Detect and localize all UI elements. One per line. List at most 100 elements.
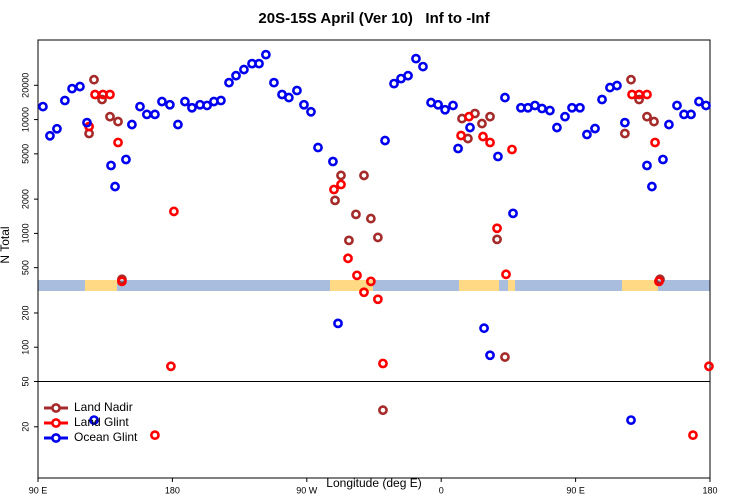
point [359, 287, 369, 298]
point [333, 318, 343, 329]
point [254, 58, 264, 69]
y-axis-label: N Total [0, 226, 12, 263]
point [485, 111, 495, 122]
land-strip [508, 280, 515, 291]
point [106, 160, 116, 171]
point [224, 77, 234, 88]
legend-marker [51, 433, 61, 443]
point [52, 123, 62, 134]
point [365, 213, 376, 224]
point [113, 116, 123, 127]
point [344, 235, 354, 246]
x-tick-label: 180 [702, 485, 717, 495]
point [121, 154, 131, 165]
point [500, 352, 510, 362]
point [626, 415, 636, 426]
point [634, 94, 644, 105]
point [75, 81, 85, 92]
point [500, 92, 510, 103]
point [67, 83, 77, 94]
point [492, 223, 502, 234]
point [493, 151, 503, 162]
legend-label: Land Nadir [74, 400, 133, 414]
point [89, 415, 99, 426]
legend-label: Land Glint [74, 415, 129, 429]
point [647, 181, 657, 192]
y-tick-label: 20000 [20, 73, 30, 98]
point [642, 111, 652, 122]
point [433, 99, 443, 110]
point [507, 144, 517, 155]
legend-label: Ocean Glint [74, 430, 138, 444]
point [612, 80, 622, 91]
land-strip [85, 280, 117, 291]
point [135, 101, 145, 112]
point [336, 170, 346, 181]
point [654, 276, 664, 287]
land-mask-strip [38, 280, 710, 291]
point [560, 111, 570, 122]
point [239, 64, 249, 75]
point [590, 123, 600, 134]
point [537, 103, 547, 114]
point [575, 102, 585, 113]
point [372, 232, 383, 243]
point [90, 89, 100, 100]
point [658, 154, 668, 165]
point [545, 105, 555, 116]
point [626, 74, 636, 85]
point [642, 89, 652, 100]
point [59, 95, 70, 106]
point [89, 74, 99, 85]
point [352, 270, 362, 281]
ocean-strip [38, 280, 710, 291]
point [292, 85, 302, 96]
point [664, 119, 674, 130]
point [329, 184, 339, 195]
legend-marker [51, 403, 61, 413]
point [113, 137, 123, 148]
point [313, 142, 323, 153]
point [456, 130, 466, 141]
point [97, 94, 107, 105]
point [650, 137, 660, 148]
point [187, 102, 197, 113]
point [45, 130, 55, 141]
point [704, 361, 714, 372]
point [453, 143, 463, 154]
point [110, 181, 120, 192]
point [127, 119, 137, 130]
y-tick-label: 20 [20, 422, 30, 432]
point [508, 208, 518, 219]
y-tick-label: 200 [20, 305, 30, 320]
x-tick-label: 90 E [566, 485, 585, 495]
land-strip [459, 280, 499, 291]
y-tick-label: 10000 [20, 107, 30, 132]
point [642, 160, 652, 171]
point [105, 89, 115, 100]
x-tick-label: 90 E [29, 485, 48, 495]
point [216, 95, 226, 106]
point [701, 100, 711, 111]
point [619, 117, 630, 128]
land-strip [330, 280, 373, 291]
land-strip [622, 280, 658, 291]
x-tick-label: 180 [165, 485, 180, 495]
point [567, 102, 577, 113]
point [150, 109, 160, 120]
point [686, 109, 696, 120]
point [619, 128, 630, 139]
y-tick-label: 5000 [20, 144, 30, 164]
point [478, 131, 488, 142]
point [372, 294, 383, 305]
x-tick-label: 0 [439, 485, 444, 495]
point [465, 122, 475, 133]
point [389, 78, 399, 89]
point [694, 96, 704, 107]
point [448, 100, 458, 111]
y-tick-label: 100 [20, 340, 30, 355]
point [378, 358, 388, 369]
series [38, 49, 711, 426]
